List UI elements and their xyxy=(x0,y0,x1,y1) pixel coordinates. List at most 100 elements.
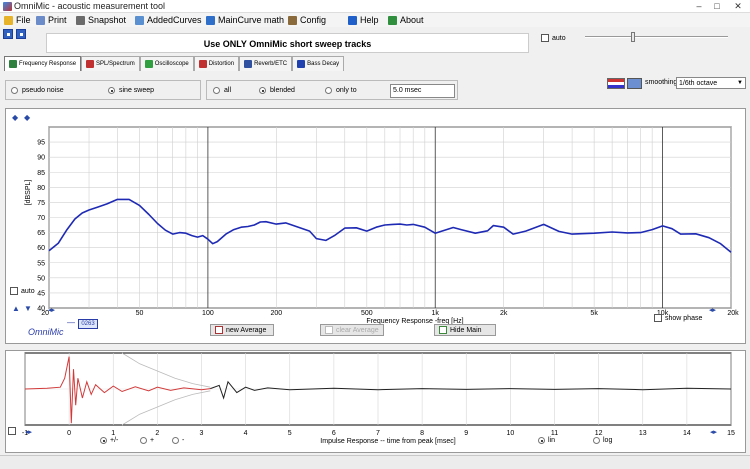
scale-log-option[interactable]: log xyxy=(593,437,612,444)
play-icon[interactable] xyxy=(3,29,13,39)
checkbox-box[interactable] xyxy=(8,427,16,435)
checkbox-box[interactable] xyxy=(10,287,18,295)
checkbox-box[interactable] xyxy=(654,314,662,322)
new-average-label: new Average xyxy=(226,326,267,334)
auto-label: auto xyxy=(552,34,566,42)
y-tick-label: 90 xyxy=(37,155,45,162)
ir-x-tick-label: 4 xyxy=(244,430,248,437)
instruction-banner: Use ONLY OmniMic short sweep tracks xyxy=(46,33,529,53)
tools-icon xyxy=(288,15,297,25)
sine-sweep-option[interactable]: sine sweep xyxy=(108,87,154,94)
scroll-down-icon[interactable]: ▼ xyxy=(24,304,32,313)
pan-left-icon[interactable]: ◂▸ xyxy=(48,307,56,314)
folder-icon xyxy=(4,15,13,25)
scale-lin-option[interactable]: lin xyxy=(538,437,555,444)
zoom-in-icon[interactable]: ◆ xyxy=(12,113,19,122)
hide-main-button[interactable]: Hide Main xyxy=(434,324,496,336)
scale-log-radio[interactable] xyxy=(593,437,600,444)
reverb-icon xyxy=(244,60,253,68)
menu-print[interactable]: Print xyxy=(36,13,67,27)
menu-snapshot[interactable]: Snapshot xyxy=(76,13,126,27)
gating-all-radio[interactable] xyxy=(213,87,220,94)
ir-pan-right-icon[interactable]: ◂▸ xyxy=(710,429,718,436)
menu-config[interactable]: Config xyxy=(288,13,326,27)
tab-label: Distortion xyxy=(208,61,235,67)
tab-label: Reverb/ETC xyxy=(254,61,288,67)
pan-right-icon[interactable]: ◂▸ xyxy=(709,307,717,314)
pseudo-noise-radio[interactable] xyxy=(11,87,18,94)
tab-frequency-response[interactable]: Frequency Response xyxy=(4,56,82,71)
tab-oscilloscope[interactable]: Oscilloscope xyxy=(139,56,194,71)
gating-blended-radio[interactable] xyxy=(259,87,266,94)
gating-only-to-radio[interactable] xyxy=(325,87,332,94)
y-tick-label: 60 xyxy=(37,245,45,252)
gating-only-to-option[interactable]: only to xyxy=(325,87,357,94)
gate-time-input[interactable]: 5.0 msec xyxy=(390,84,455,98)
level-slider-thumb[interactable] xyxy=(631,32,635,42)
tab-distortion[interactable]: Distortion xyxy=(193,56,240,71)
polarity-minus-option[interactable]: - xyxy=(172,437,184,444)
sine-sweep-radio[interactable] xyxy=(108,87,115,94)
ir-checkbox[interactable] xyxy=(8,427,16,437)
polarity-plus-label: + xyxy=(150,437,155,444)
about-icon xyxy=(388,15,397,25)
tab-bass-decay[interactable]: Bass Decay xyxy=(292,56,345,71)
ir-x-tick-label: 10 xyxy=(506,430,514,437)
menu-file[interactable]: File xyxy=(4,13,31,27)
ir-pan-left-icon[interactable]: ◂▸ xyxy=(25,429,33,436)
y-axis-label: [dBSPL] xyxy=(25,180,32,206)
menu-addedcurves[interactable]: AddedCurves xyxy=(135,13,202,27)
distortion-icon xyxy=(198,60,207,68)
tab-spl-spectrum[interactable]: SPL/Spectrum xyxy=(81,56,140,71)
menu-label: File xyxy=(16,15,31,25)
show-phase-checkbox[interactable]: show phase xyxy=(654,314,702,322)
curves-icon xyxy=(135,15,144,25)
hide-main-label: Hide Main xyxy=(450,326,482,334)
x-tick-label: 2k xyxy=(500,310,508,317)
scale-lin-radio[interactable] xyxy=(538,437,545,444)
x-tick-label: 200 xyxy=(270,310,282,317)
polarity-plus-option[interactable]: + xyxy=(140,437,154,444)
signal-group: pseudo noise sine sweep xyxy=(5,80,201,100)
level-slider-track[interactable] xyxy=(585,36,728,38)
frequency-response-curve xyxy=(48,198,732,253)
polarity-plus-radio[interactable] xyxy=(140,437,147,444)
sine-sweep-label: sine sweep xyxy=(119,87,155,94)
minimize-button[interactable]: – xyxy=(696,1,702,11)
new-average-button[interactable]: new Average xyxy=(210,324,274,336)
overlay-icon[interactable] xyxy=(627,78,642,89)
color-palette-icon[interactable] xyxy=(607,78,625,89)
zoom-out-icon[interactable]: ◆ xyxy=(24,113,31,122)
stop-icon[interactable] xyxy=(16,29,26,39)
spl-icon xyxy=(86,60,95,68)
polarity-both-option[interactable]: +/- xyxy=(100,437,118,444)
ir-x-tick-label: 1 xyxy=(111,430,115,437)
ir-x-tick-label: 5 xyxy=(288,430,292,437)
close-button[interactable]: ✕ xyxy=(734,1,742,11)
tab-reverb-etc[interactable]: Reverb/ETC xyxy=(239,56,293,71)
show-phase-label: show phase xyxy=(665,314,703,322)
ir-window-upper xyxy=(121,352,211,388)
polarity-minus-radio[interactable] xyxy=(172,437,179,444)
gating-blended-option[interactable]: blended xyxy=(259,87,295,94)
smoothing-value: 1/6th octave xyxy=(679,80,718,87)
polarity-both-radio[interactable] xyxy=(100,437,107,444)
menu-about[interactable]: About xyxy=(388,13,424,27)
pseudo-noise-option[interactable]: pseudo noise xyxy=(11,87,64,94)
smoothing-select[interactable]: 1/6th octave ▼ xyxy=(676,77,746,89)
scroll-up-icon[interactable]: ▲ xyxy=(12,304,20,313)
menu-help[interactable]: Help xyxy=(348,13,379,27)
gating-all-option[interactable]: all xyxy=(213,87,231,94)
auto-level-checkbox[interactable]: auto xyxy=(541,34,566,42)
maximize-button[interactable]: □ xyxy=(714,1,720,11)
y-tick-label: 95 xyxy=(37,140,45,147)
checkbox-box[interactable] xyxy=(541,34,549,42)
y-tick-label: 55 xyxy=(37,260,45,267)
menu-maincurve-math[interactable]: MainCurve math xyxy=(206,13,284,27)
auto-scale-checkbox[interactable]: auto xyxy=(10,287,35,295)
polarity-both-label: +/- xyxy=(110,437,119,444)
x-tick-label: 1k xyxy=(432,310,440,317)
title-bar: OmniMic - acoustic measurement tool – □ … xyxy=(0,0,750,13)
ir-x-axis-label: Impulse Response -- time from peak [msec… xyxy=(320,438,455,445)
